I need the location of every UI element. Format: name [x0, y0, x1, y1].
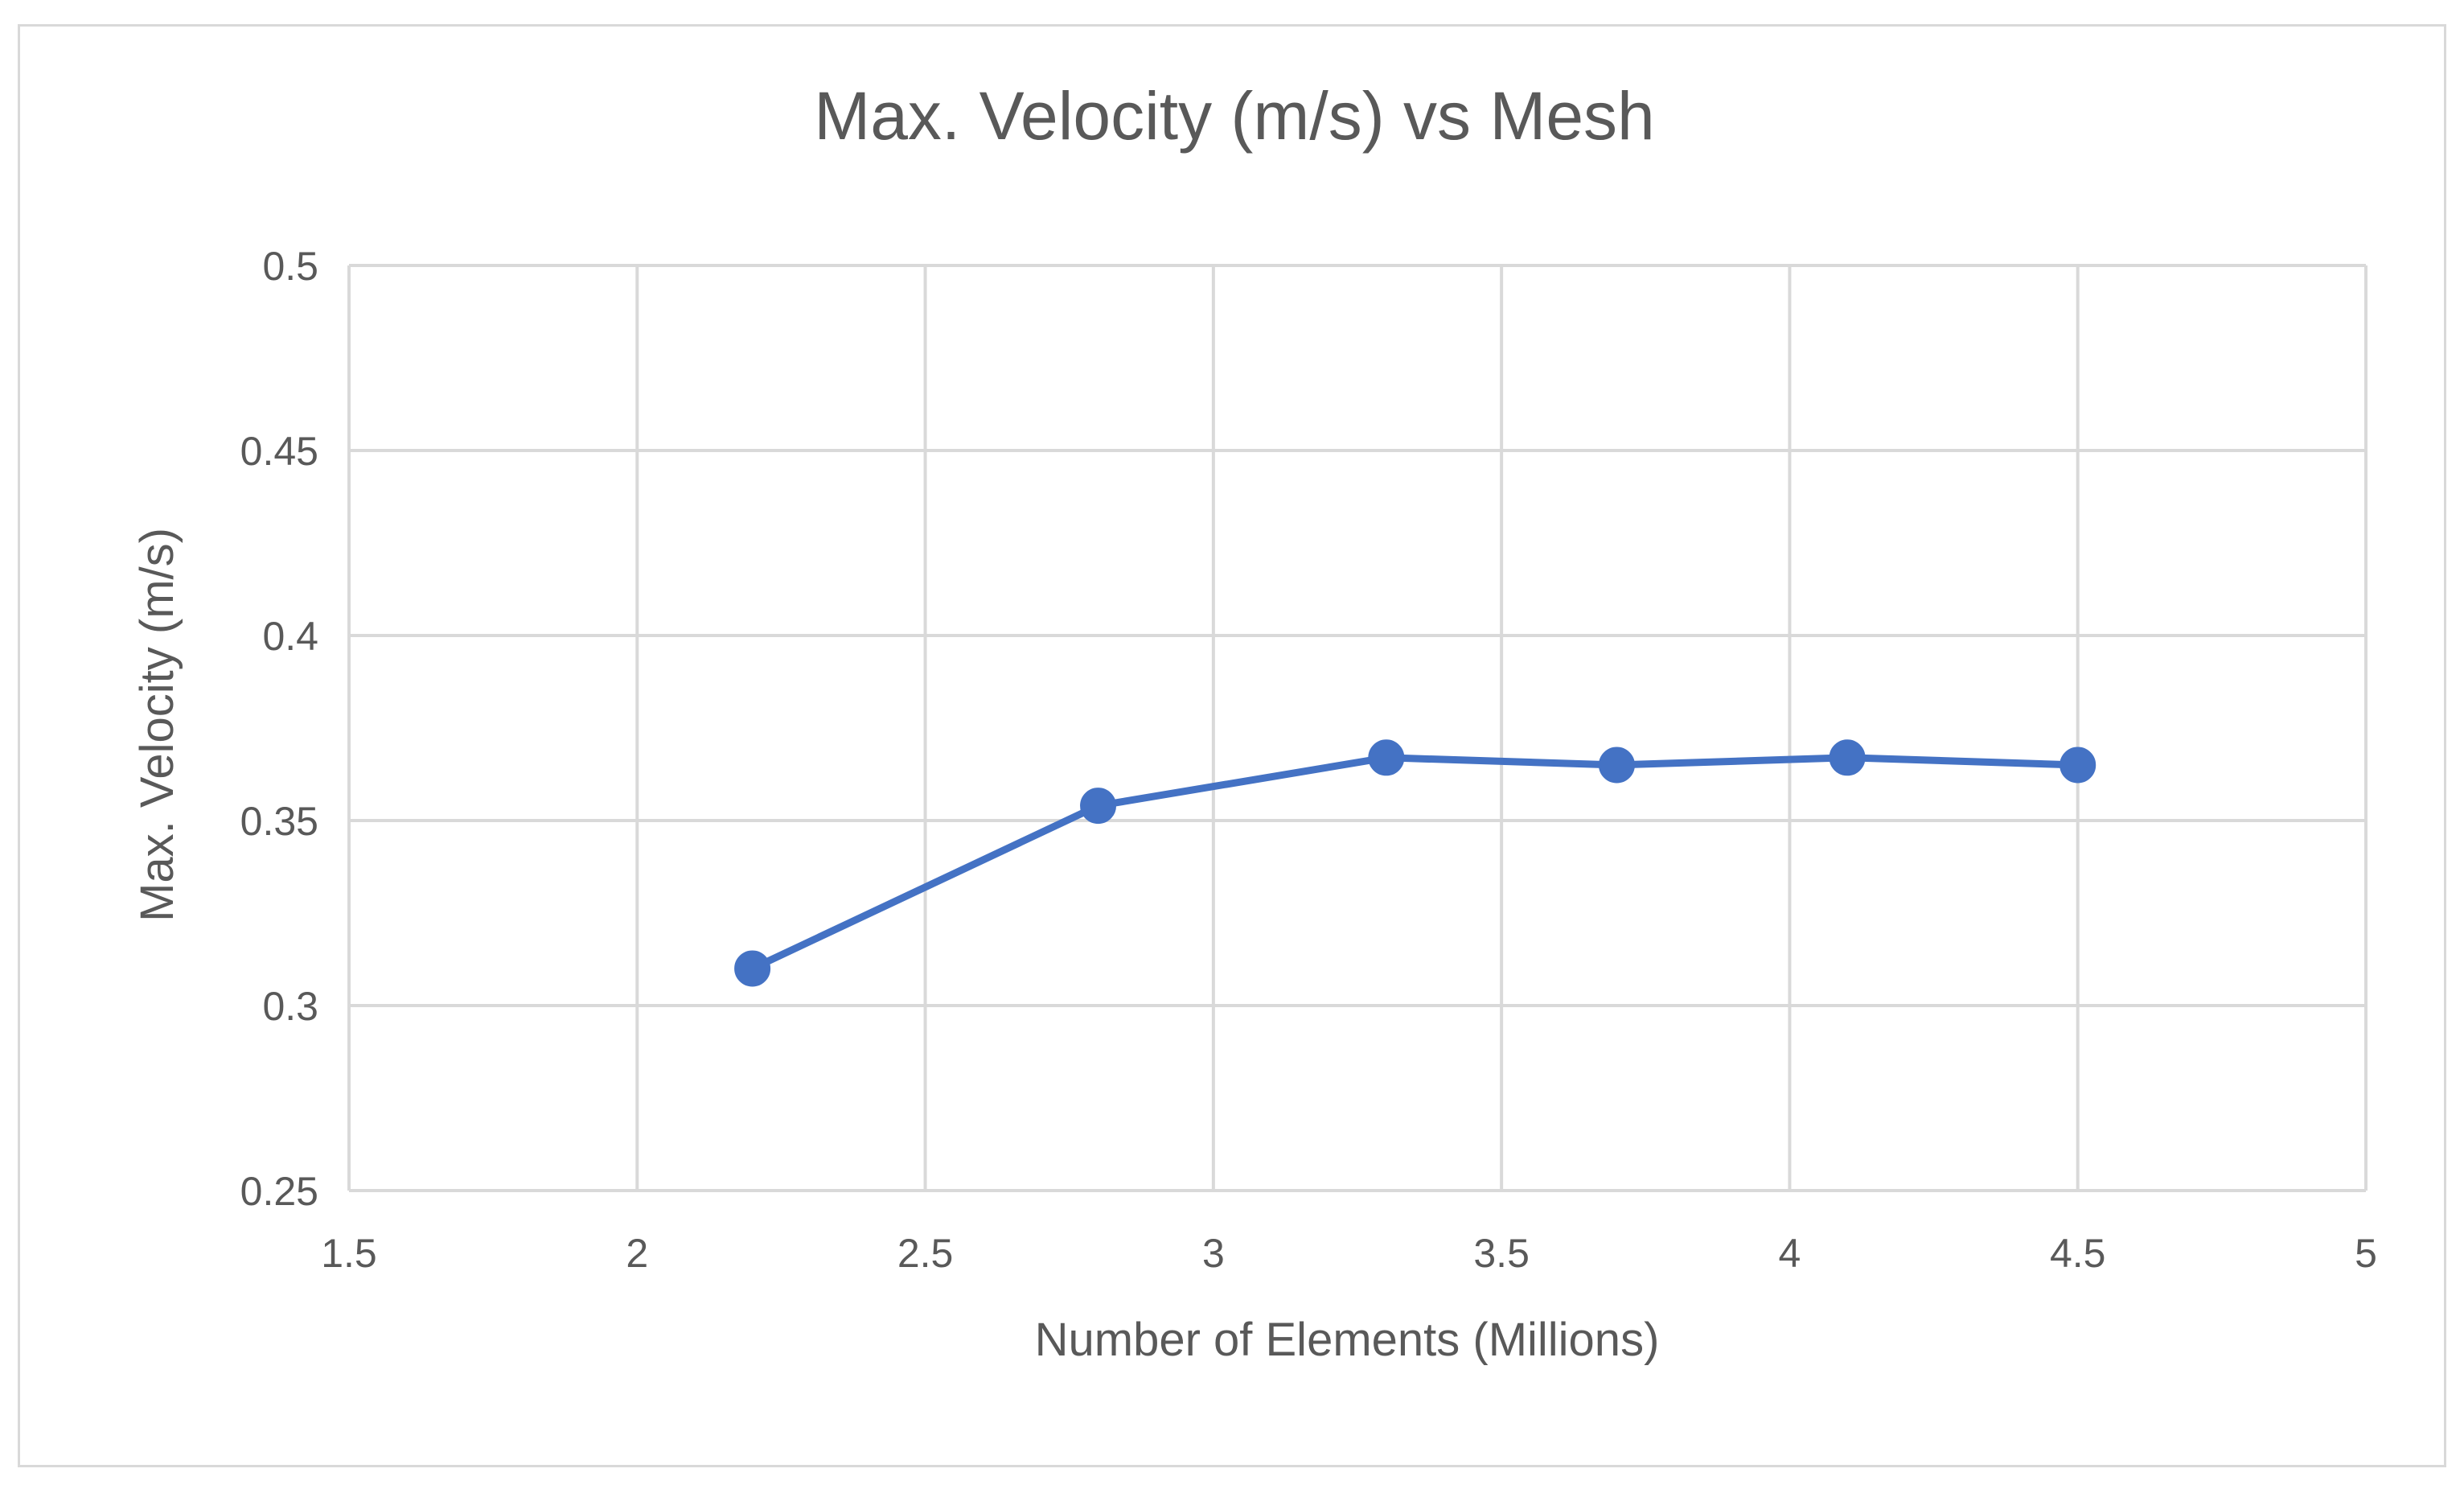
series-line [749, 754, 2082, 973]
x-tick-label: 2.5 [897, 1231, 954, 1276]
y-tick-label: 0.25 [240, 1169, 318, 1214]
y-axis-label: Max. Velocity (m/s) [131, 528, 183, 922]
data-point [1368, 739, 1405, 776]
tick-labels: 0.25 0.3 0.35 0.4 0.45 0.5 1.5 2 2.5 3 3.5 4 4.5 5 [240, 244, 2377, 1276]
chart-title: Max. Velocity (m/s) vs Mesh [814, 78, 1655, 154]
y-tick-label: 0.4 [262, 614, 318, 659]
chart-svg: Max. Velocity (m/s) vs Mesh 0.250.30.350… [131, 78, 2377, 1366]
x-tick-label: 3 [1202, 1231, 1225, 1276]
gridlines [347, 264, 2367, 1192]
x-axis-label: Number of Elements (Millions) [1035, 1314, 1660, 1366]
y-tick-label: 0.35 [240, 799, 318, 844]
chart-frame: Max. Velocity (m/s) vs Mesh 0.25 0.3 0.35 0… [18, 24, 2446, 1467]
data-point [1080, 788, 1117, 825]
y-tick-label: 0.5 [262, 244, 318, 289]
x-tick-label: 1.5 [321, 1231, 377, 1276]
data-point [1829, 739, 1866, 776]
y-tick-label: 0.3 [262, 984, 318, 1029]
data-point [1598, 747, 1635, 784]
x-tick-label: 4 [1779, 1231, 1801, 1276]
y-tick-label: 0.45 [240, 429, 318, 474]
data-point [734, 950, 771, 987]
data-series [734, 739, 2096, 987]
x-tick-label: 2 [626, 1231, 648, 1276]
x-tick-label: 5 [2355, 1231, 2377, 1276]
x-tick-label: 3.5 [1473, 1231, 1530, 1276]
x-tick-label: 4.5 [2050, 1231, 2106, 1276]
data-point [2059, 747, 2096, 784]
